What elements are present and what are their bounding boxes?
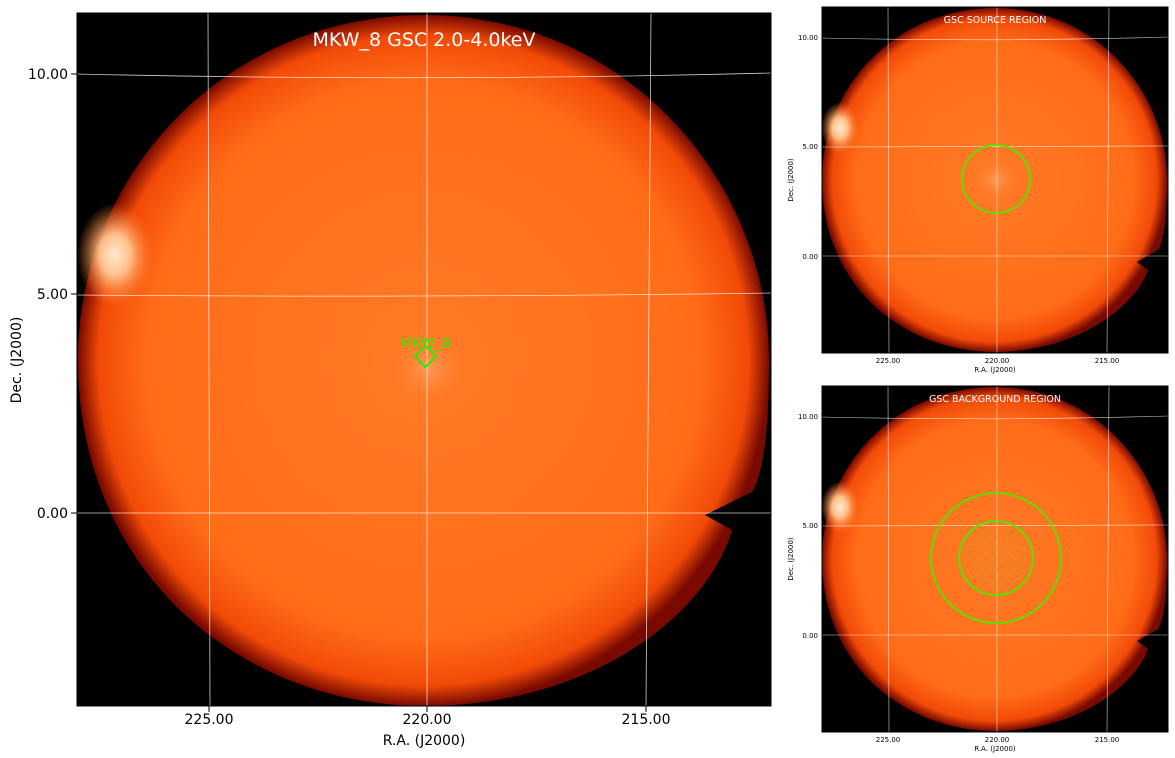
source-xtick-label-2: 220.00 [985,357,1010,365]
background-grid [822,386,1168,732]
source-ytick-label-1: 10.00 [798,34,818,42]
main-frame [76,12,772,707]
background-xtick-label-3: 215.00 [1095,736,1120,744]
background-frame [821,385,1169,733]
main-ytick-label-3: 0.00 [37,506,68,522]
background-excluded-source-circle[interactable] [958,520,1034,596]
source-bright-blob [822,102,859,154]
main-bright-blob [77,203,153,307]
main-grid [77,13,771,706]
background-xtick-label-1: 225.00 [876,736,901,744]
main-panel: MKW_8 MKW_8 GSC 2.0-4.0keV 225.00 220.00… [9,12,772,749]
main-xtick-label-2: 220.00 [403,712,452,728]
background-region-panel: GSC BACKGROUND REGION 225.00 220.00 215.… [787,385,1169,753]
main-xtick-label-1: 225.00 [185,712,234,728]
source-xtick-label-3: 215.00 [1095,357,1120,365]
main-ticks [71,73,647,712]
background-panel-title: GSC BACKGROUND REGION [929,394,1061,405]
background-outer-annulus[interactable] [930,492,1062,624]
background-bright-blob [822,481,859,533]
background-ytick-label-2: 5.00 [802,522,818,530]
source-ytick-label-3: 0.00 [802,253,818,261]
source-panel-title: GSC SOURCE REGION [944,15,1047,26]
source-ytick-label-2: 5.00 [802,143,818,151]
source-region-circle[interactable] [961,144,1031,214]
source-marker-label: MKW_8 [400,336,451,352]
main-ytick-label-1: 10.00 [28,67,68,83]
source-grid [822,7,1168,353]
source-frame [821,6,1169,354]
main-x-axis-title: R.A. (J2000) [383,733,466,749]
background-x-axis-title: R.A. (J2000) [974,745,1016,753]
background-xtick-label-2: 220.00 [985,736,1010,744]
main-xtick-label-3: 215.00 [622,712,671,728]
source-center-glow [974,158,1018,202]
background-ytick-label-1: 10.00 [798,413,818,421]
background-y-axis-title: Dec. (J2000) [787,537,795,581]
source-x-axis-title: R.A. (J2000) [974,366,1016,374]
main-y-axis-title: Dec. (J2000) [9,317,25,404]
background-ytick-label-3: 0.00 [802,632,818,640]
source-y-axis-title: Dec. (J2000) [787,158,795,202]
source-marker-diamond[interactable] [413,344,438,369]
source-region-panel: GSC SOURCE REGION 225.00 220.00 215.00 1… [787,6,1169,374]
main-panel-title: MKW_8 GSC 2.0-4.0keV [313,29,536,51]
source-xtick-label-1: 225.00 [876,357,901,365]
main-ytick-label-2: 5.00 [37,287,68,303]
main-center-glow [388,328,468,408]
